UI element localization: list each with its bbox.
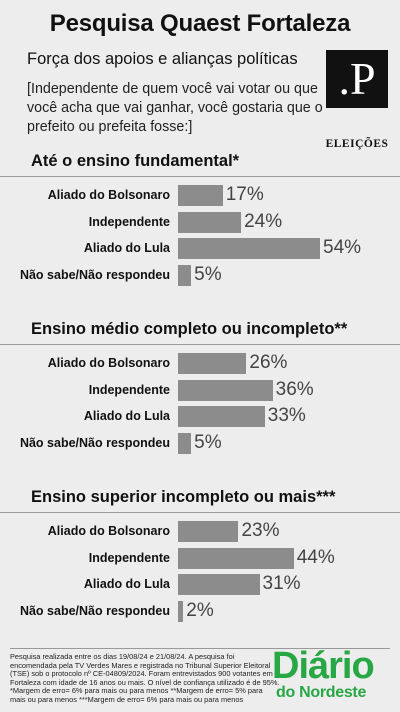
- section-divider-2: [0, 344, 400, 345]
- category-label: Não sabe/Não respondeu: [19, 603, 170, 618]
- category-label: Aliado do Lula: [83, 241, 170, 255]
- margin-note-3: ***Margem de erro= 6% para mais ou para …: [79, 694, 244, 704]
- bar: [178, 264, 192, 286]
- logo-caption: ELEIÇÕES: [325, 138, 389, 150]
- value-label: 5%: [194, 263, 222, 285]
- bar: [178, 432, 192, 454]
- value-label: 26%: [249, 352, 288, 373]
- category-label: Aliado do Bolsonaro: [47, 356, 170, 370]
- margin-note-1: *Margem de erro= 6% para mais ou para me…: [10, 686, 169, 696]
- brand-logo-main: Diário: [272, 645, 375, 687]
- category-label: Não sabe/Não respondeu: [19, 435, 170, 450]
- methodology-text: Pesquisa realizada entre os dias 19/08/2…: [10, 652, 280, 687]
- value-label: 44%: [296, 546, 335, 568]
- bar: [178, 185, 223, 206]
- section-title-2: Ensino médio completo ou incompleto**: [31, 320, 348, 338]
- bar: [178, 211, 242, 233]
- category-label: Independente: [88, 550, 170, 565]
- category-label: Independente: [88, 214, 170, 229]
- section-title-3: Ensino superior incompleto ou mais***: [31, 488, 336, 506]
- section-divider-3: [0, 512, 400, 513]
- value-label: 2%: [186, 599, 214, 621]
- brand-logo-sub: do Nordeste: [276, 684, 367, 701]
- value-label: 33%: [267, 405, 306, 426]
- methodology-note: Pesquisa realizada entre os dias 19/08/2…: [10, 652, 280, 705]
- category-label: Aliado do Bolsonaro: [47, 524, 170, 538]
- page-subtitle: Força dos apoios e alianças políticas: [27, 50, 298, 68]
- value-label: 24%: [244, 210, 283, 232]
- value-label: 31%: [262, 573, 301, 594]
- value-label: 23%: [241, 520, 280, 541]
- page-title: Pesquisa Quaest Fortaleza: [49, 10, 351, 37]
- bar: [178, 600, 184, 622]
- category-label: Aliado do Lula: [83, 577, 170, 591]
- value-label: 54%: [323, 237, 362, 258]
- section-title-1: Até o ensino fundamental*: [31, 152, 240, 170]
- bar: [178, 521, 239, 542]
- publisher-logo: .P: [326, 50, 388, 108]
- bar: [178, 238, 321, 259]
- margin-note-2: **Margem de erro= 5% para mais ou para m…: [10, 686, 263, 704]
- bar: [178, 379, 273, 401]
- bar: [178, 547, 294, 569]
- bar: [178, 574, 260, 595]
- category-label: Aliado do Lula: [83, 409, 170, 423]
- category-label: Aliado do Bolsonaro: [47, 188, 170, 202]
- survey-question: [Independente de quem você vai votar ou …: [27, 81, 323, 135]
- bar: [178, 406, 265, 427]
- value-label: 36%: [275, 378, 314, 400]
- footer-divider: [10, 648, 390, 649]
- category-label: Independente: [88, 382, 170, 397]
- bar: [178, 353, 247, 374]
- value-label: 5%: [194, 431, 222, 453]
- value-label: 17%: [225, 184, 264, 205]
- section-divider-1: [0, 176, 400, 177]
- category-label: Não sabe/Não respondeu: [19, 267, 170, 282]
